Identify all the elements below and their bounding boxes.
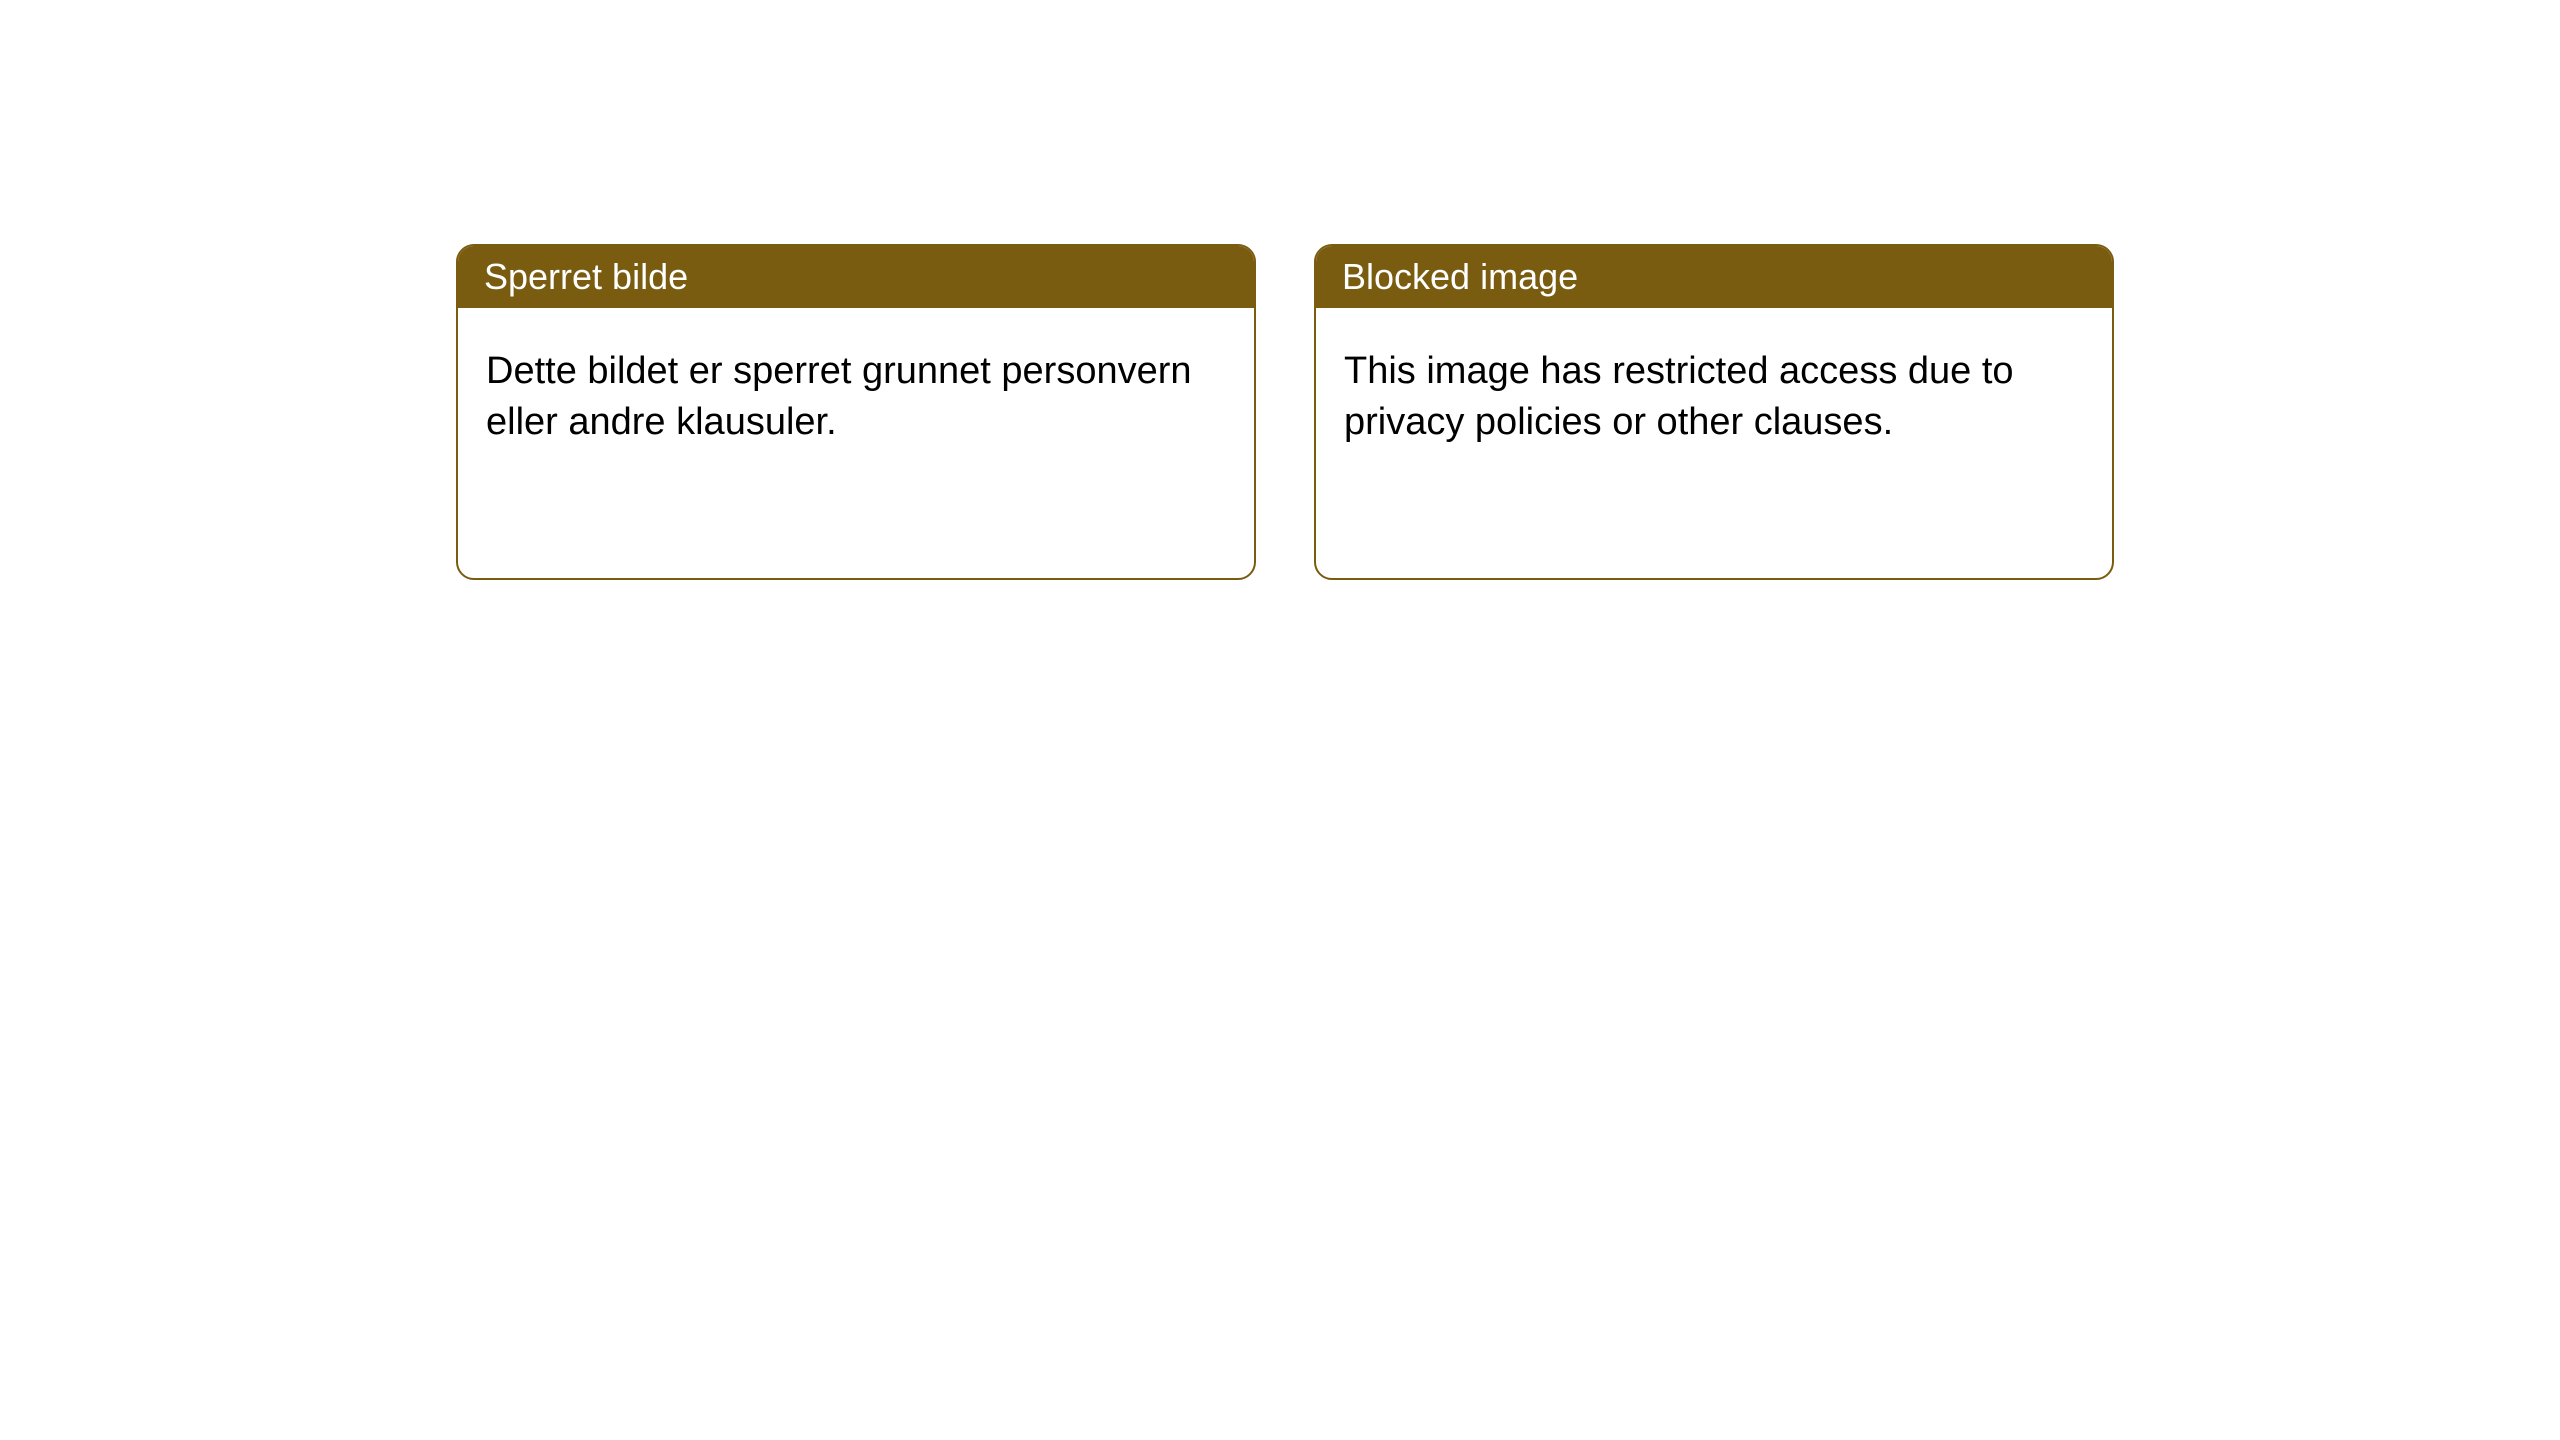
card-text: This image has restricted access due to … — [1344, 350, 2014, 443]
notice-card-english: Blocked image This image has restricted … — [1314, 244, 2114, 580]
card-text: Dette bildet er sperret grunnet personve… — [486, 350, 1192, 443]
card-body: Dette bildet er sperret grunnet personve… — [458, 308, 1254, 487]
card-title: Sperret bilde — [484, 256, 688, 297]
card-title: Blocked image — [1342, 256, 1578, 297]
notice-container: Sperret bilde Dette bildet er sperret gr… — [0, 0, 2560, 580]
card-header: Sperret bilde — [458, 246, 1254, 308]
card-body: This image has restricted access due to … — [1316, 308, 2112, 487]
card-header: Blocked image — [1316, 246, 2112, 308]
notice-card-norwegian: Sperret bilde Dette bildet er sperret gr… — [456, 244, 1256, 580]
